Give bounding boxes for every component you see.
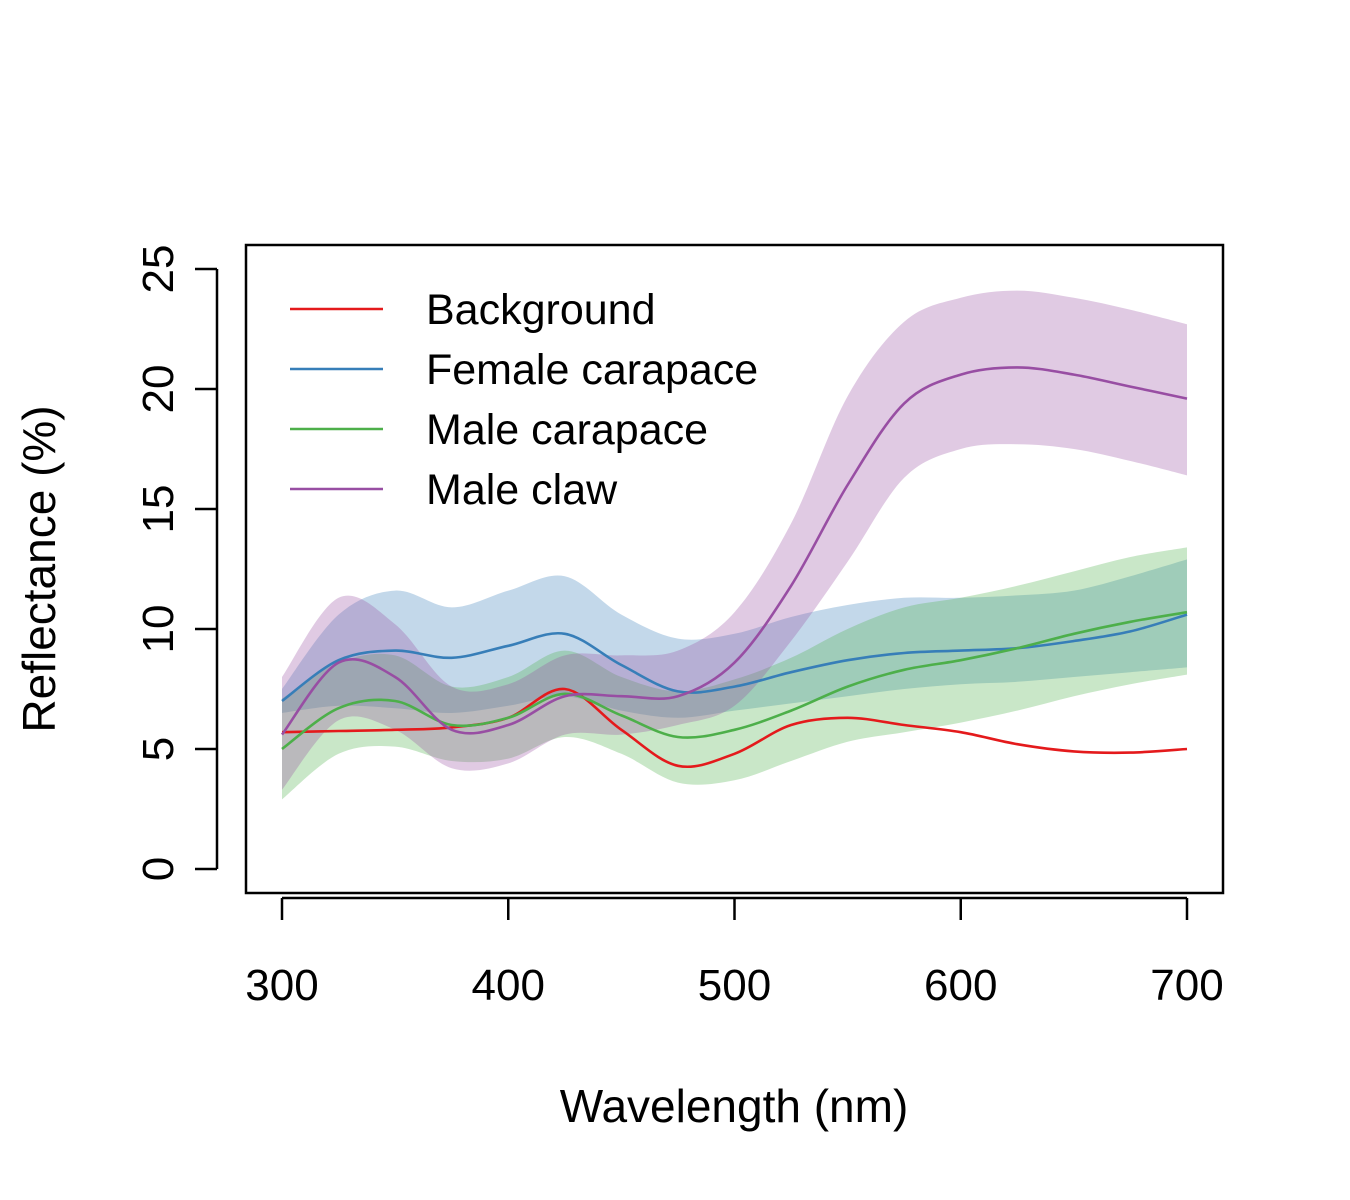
y-tick-label: 20	[134, 365, 183, 414]
legend-label-male-carapace: Male carapace	[426, 406, 708, 454]
y-tick-label: 10	[134, 605, 183, 654]
x-tick-label: 700	[1150, 961, 1223, 1010]
x-tick-label: 400	[472, 961, 545, 1010]
series-lines	[280, 366, 1188, 769]
y-axis-title: Reflectance (%)	[13, 405, 65, 732]
x-axis-title: Wavelength (nm)	[560, 1080, 909, 1132]
x-tick-label: 500	[698, 961, 771, 1010]
x-tick-label: 300	[245, 961, 318, 1010]
y-tick-label: 15	[134, 485, 183, 534]
x-tick-label: 600	[924, 961, 997, 1010]
y-tick-label: 0	[134, 857, 183, 881]
line-male-claw	[280, 366, 1188, 736]
x-axis: 300 400 500 600 700	[245, 896, 1224, 1010]
line-male-carapace	[281, 610, 1188, 751]
band-male-claw	[282, 290, 1187, 790]
band-female-carapace	[282, 559, 1187, 718]
legend: Background Female carapace Male carapace Ma…	[290, 286, 758, 514]
y-axis: 0 5 10 15 20 25	[134, 245, 219, 881]
y-tick-label: 25	[134, 245, 183, 294]
band-male-carapace	[282, 547, 1187, 800]
y-tick-label: 5	[134, 737, 183, 761]
confidence-bands	[282, 290, 1187, 800]
legend-label-background: Background	[426, 286, 656, 334]
plot-frame	[244, 243, 1225, 895]
legend-label-male-claw: Male claw	[426, 466, 618, 514]
line-female-carapace	[281, 613, 1188, 703]
line-background	[281, 687, 1188, 769]
legend-label-female-carapace: Female carapace	[426, 346, 758, 394]
